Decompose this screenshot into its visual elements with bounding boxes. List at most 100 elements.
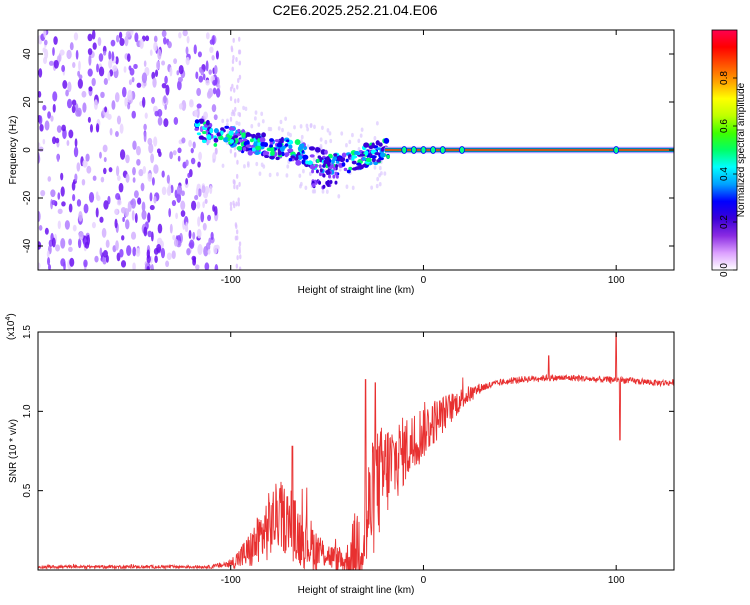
noise-cell bbox=[212, 158, 216, 163]
signal-cell bbox=[209, 128, 214, 134]
noise-cell bbox=[129, 68, 135, 76]
noise-cell bbox=[163, 37, 167, 45]
signal-cell bbox=[318, 164, 322, 169]
noise-cell bbox=[42, 138, 46, 145]
noise-cell bbox=[205, 60, 209, 72]
noise-cell bbox=[171, 250, 176, 260]
spectrogram-heatmap bbox=[38, 30, 674, 270]
noise-cell bbox=[164, 104, 167, 110]
signal-cell bbox=[269, 155, 275, 160]
noise-cell bbox=[91, 221, 96, 229]
noise-cell bbox=[304, 185, 308, 191]
noise-cell bbox=[192, 141, 196, 149]
noise-cell bbox=[234, 106, 237, 112]
noise-cell bbox=[73, 146, 79, 158]
snr-multiplier: (x104) bbox=[5, 313, 17, 340]
noise-cell bbox=[281, 127, 284, 133]
noise-cell bbox=[237, 78, 240, 84]
signal-cell bbox=[206, 134, 212, 140]
noise-cell bbox=[99, 247, 103, 257]
noise-cell bbox=[151, 177, 155, 186]
noise-cell bbox=[61, 124, 66, 132]
noise-cell bbox=[238, 181, 241, 187]
signal-cell bbox=[363, 142, 370, 148]
noise-cell bbox=[357, 138, 361, 144]
noise-cell bbox=[289, 132, 292, 138]
noise-cell bbox=[102, 144, 108, 153]
signal-cell bbox=[329, 179, 333, 184]
noise-cell bbox=[44, 227, 49, 235]
signal-cell bbox=[241, 132, 246, 138]
noise-cell bbox=[153, 35, 158, 43]
colorbar-tick-label: 0.2 bbox=[719, 215, 730, 229]
noise-cell bbox=[50, 189, 56, 198]
noise-cell bbox=[238, 74, 242, 80]
noise-cell bbox=[175, 212, 179, 220]
noise-cell bbox=[231, 66, 234, 72]
noise-cell bbox=[306, 144, 310, 149]
signal-cell bbox=[364, 150, 369, 156]
signal-cell bbox=[253, 141, 259, 147]
noise-cell bbox=[152, 77, 157, 88]
noise-cell bbox=[101, 227, 107, 238]
noise-cell bbox=[38, 154, 41, 164]
noise-cell bbox=[202, 201, 205, 209]
noise-cell bbox=[201, 185, 206, 194]
signal-cell bbox=[198, 118, 205, 124]
noise-cell bbox=[85, 153, 90, 162]
x-tick-label: 100 bbox=[608, 575, 625, 586]
noise-cell bbox=[211, 104, 217, 113]
noise-cell bbox=[186, 35, 190, 44]
noise-cell bbox=[163, 118, 169, 128]
noise-cell bbox=[83, 203, 89, 214]
noise-cell bbox=[142, 96, 146, 108]
noise-cell bbox=[68, 203, 73, 213]
noise-cell bbox=[204, 185, 210, 195]
noise-cell bbox=[76, 162, 81, 172]
noise-cell bbox=[213, 65, 218, 75]
signal-cell bbox=[334, 171, 338, 176]
noise-cell bbox=[53, 36, 58, 45]
noise-cell bbox=[55, 244, 61, 252]
noise-cell bbox=[105, 255, 109, 263]
signal-cell bbox=[322, 184, 326, 189]
noise-cell bbox=[119, 123, 124, 134]
noise-cell bbox=[378, 165, 382, 171]
noise-cell bbox=[235, 120, 239, 126]
noise-cell bbox=[185, 159, 189, 167]
noise-cell bbox=[102, 50, 107, 56]
noise-cell bbox=[69, 257, 75, 267]
noise-cell bbox=[214, 147, 218, 155]
noise-cell bbox=[42, 104, 47, 111]
noise-cell bbox=[77, 78, 83, 89]
noise-cell bbox=[143, 123, 147, 131]
y-tick-label: 40 bbox=[22, 48, 33, 60]
noise-cell bbox=[229, 205, 233, 211]
noise-cell bbox=[114, 92, 120, 103]
signal-cell bbox=[315, 169, 319, 174]
signal-cell bbox=[325, 180, 329, 185]
signal-cell bbox=[318, 172, 322, 177]
noise-cell bbox=[103, 156, 107, 163]
noise-cell bbox=[207, 214, 212, 222]
noise-cell bbox=[141, 209, 147, 220]
noise-cell bbox=[177, 155, 181, 162]
noise-cell bbox=[147, 172, 153, 182]
noise-cell bbox=[229, 96, 233, 102]
noise-cell bbox=[118, 31, 123, 39]
noise-cell bbox=[111, 100, 116, 110]
noise-cell bbox=[126, 245, 132, 256]
noise-cell bbox=[65, 89, 69, 97]
signal-cell bbox=[278, 139, 283, 144]
noise-cell bbox=[98, 53, 104, 62]
noise-cell bbox=[72, 61, 76, 68]
signal-cell bbox=[341, 152, 347, 158]
noise-cell bbox=[195, 264, 200, 270]
noise-cell bbox=[351, 185, 355, 191]
noise-cell bbox=[229, 148, 233, 154]
noise-cell bbox=[195, 187, 199, 198]
signal-cell bbox=[314, 163, 318, 168]
noise-cell bbox=[204, 262, 210, 270]
snr-line-series bbox=[38, 332, 674, 570]
noise-cell bbox=[178, 103, 183, 110]
